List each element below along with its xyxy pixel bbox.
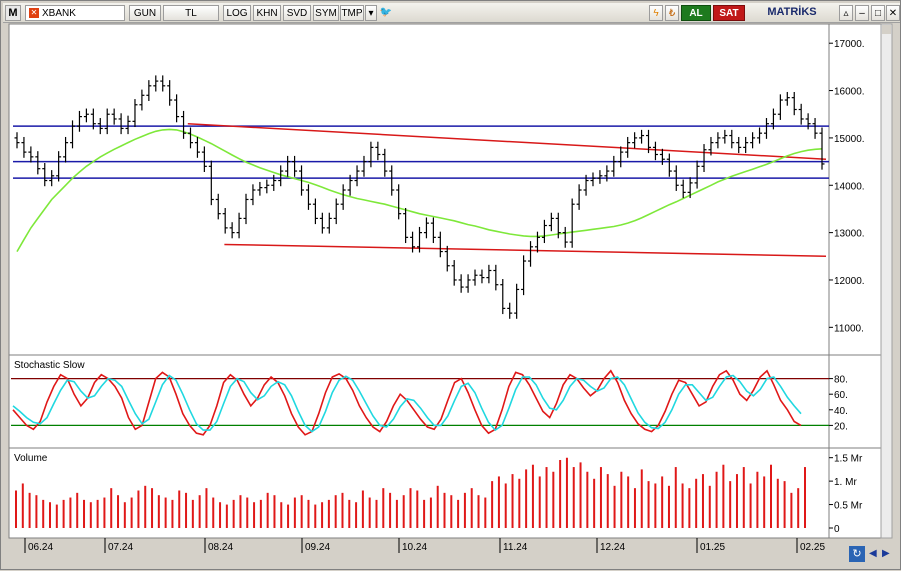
price-tick-label: 13000. <box>834 229 865 240</box>
scroll-right-icon[interactable]: ▶ <box>882 548 890 559</box>
vertical-scrollbar[interactable] <box>880 23 893 539</box>
tmp-button[interactable]: TMP <box>340 5 364 21</box>
twitter-icon[interactable]: 🐦 <box>379 7 393 18</box>
moving-average-line <box>16 128 823 253</box>
stoch-tick-label: 20. <box>834 421 848 432</box>
stoch-tick-label: 60. <box>834 390 848 401</box>
x-tick-label: 10.24 <box>402 542 427 553</box>
stoch-tick-label: 40. <box>834 406 848 417</box>
volume-tick-label: 0 <box>834 524 840 535</box>
price-pane: 17000. 16000. 15000. 14000. 13000. 12000. 1100… <box>13 39 865 334</box>
x-tick-label: 12.24 <box>600 542 625 553</box>
sell-button[interactable]: SAT <box>713 5 745 21</box>
volume-tick-label: 1.5 Mr <box>834 454 863 465</box>
symbol-label: XBANK <box>42 8 76 19</box>
trend-line <box>224 243 827 258</box>
logo-button[interactable]: M <box>5 5 21 21</box>
khn-button[interactable]: KHN <box>253 5 281 21</box>
stoch-d-line <box>12 374 802 433</box>
volume-tick-label: 1. Mr <box>834 477 857 488</box>
scroll-up-icon[interactable] <box>882 25 891 34</box>
period-button[interactable]: GUN <box>129 5 161 21</box>
price-tick-label: 15000. <box>834 134 865 145</box>
x-tick-label: 01.25 <box>700 542 725 553</box>
chart-background <box>8 23 893 539</box>
stoch-k-line <box>12 369 802 436</box>
x-axis: 06.24 07.24 08.24 09.24 10.24 11.24 12.24 01.25… <box>24 538 825 553</box>
svd-button[interactable]: SVD <box>283 5 311 21</box>
x-tick-label: 11.24 <box>503 542 528 553</box>
dropdown-arrow-icon[interactable]: ▾ <box>365 5 377 21</box>
trend-line <box>187 122 827 160</box>
sym-button[interactable]: SYM <box>313 5 339 21</box>
stochastic-title: Stochastic Slow <box>14 360 85 371</box>
brand-logo: MATRİKS <box>767 6 817 18</box>
price-tick-label: 14000. <box>834 181 865 192</box>
symbol-field[interactable]: ✕ XBANK <box>25 5 125 21</box>
volume-pane: Volume 1.5 Mr 1. Mr 0.5 Mr 0 <box>14 453 863 535</box>
lightning-icon[interactable]: ϟ <box>649 5 663 21</box>
maximize-icon[interactable]: □ <box>871 5 885 21</box>
scroll-left-icon[interactable]: ◀ <box>869 548 877 559</box>
currency-button[interactable]: TL <box>163 5 219 21</box>
x-tick-label: 09.24 <box>305 542 330 553</box>
x-tick-label: 07.24 <box>108 542 133 553</box>
close-icon[interactable]: ✕ <box>29 8 39 18</box>
volume-title: Volume <box>14 453 48 464</box>
window-close-icon[interactable]: ✕ <box>886 5 900 21</box>
bottom-controls: ↻ ◀ ▶ <box>849 546 897 562</box>
x-tick-label: 08.24 <box>208 542 233 553</box>
price-tick-label: 17000. <box>834 39 865 50</box>
collapse-icon[interactable]: ▵ <box>839 5 853 21</box>
stoch-tick-label: 80. <box>834 375 848 386</box>
buy-button[interactable]: AL <box>681 5 711 21</box>
x-tick-label: 02.25 <box>800 542 825 553</box>
currency-icon[interactable]: ₺ <box>665 5 679 21</box>
price-tick-label: 16000. <box>834 87 865 98</box>
volume-tick-label: 0.5 Mr <box>834 501 863 512</box>
chart-toolbar: M ✕ XBANK GUN TL LOG KHN SVD SYM TMP ▾ 🐦… <box>3 3 900 23</box>
price-tick-label: 11000. <box>834 323 864 334</box>
minimize-icon[interactable]: – <box>855 5 869 21</box>
refresh-icon[interactable]: ↻ <box>849 546 865 562</box>
x-tick-label: 06.24 <box>28 542 53 553</box>
log-button[interactable]: LOG <box>223 5 251 21</box>
stochastic-pane: Stochastic Slow 80. 60. 40. 20. <box>11 360 848 436</box>
price-tick-label: 12000. <box>834 276 865 287</box>
